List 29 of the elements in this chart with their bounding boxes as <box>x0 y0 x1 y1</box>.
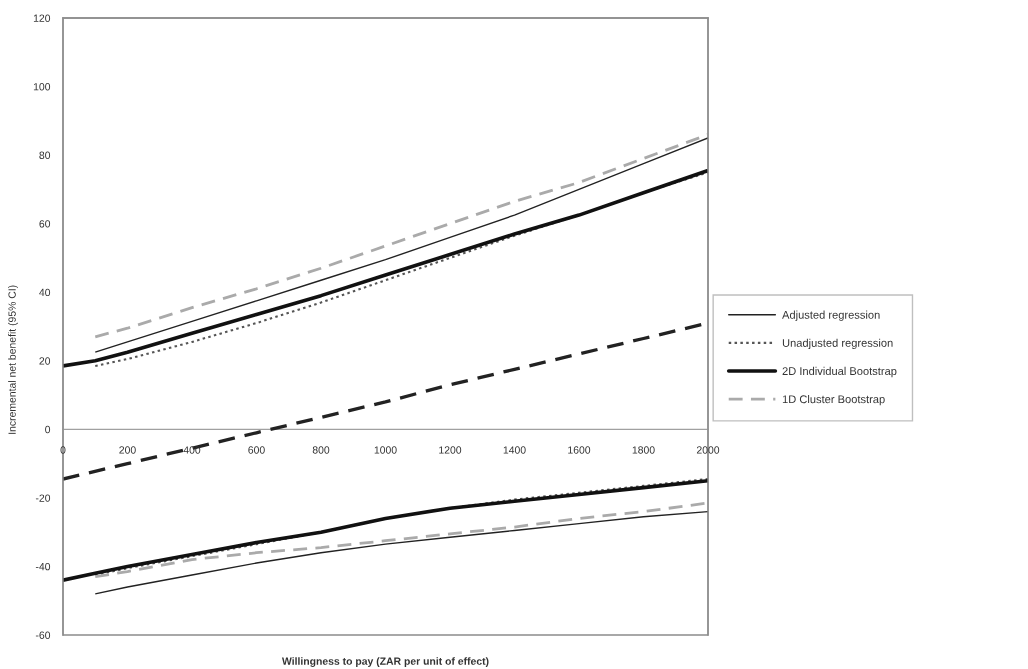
legend-label: 2D Individual Bootstrap <box>782 366 897 378</box>
x-tick-label: 800 <box>312 446 330 454</box>
x-tick-label: 1600 <box>568 446 591 454</box>
x-tick-label: 1000 <box>374 446 397 454</box>
x-tick-label: 200 <box>119 446 136 454</box>
y-tick-label: 0 <box>45 425 51 434</box>
legend-label: Unadjusted regression <box>782 338 893 350</box>
y-tick-label: -20 <box>35 494 51 502</box>
x-tick-label: 600 <box>248 446 265 454</box>
x-axis-title: Willingness to pay (ZAR per unit of effect) <box>281 657 489 667</box>
x-tick-label: 1800 <box>632 446 655 454</box>
line-series <box>94 510 708 595</box>
y-axis-title: Incremental net benefit (95% CI) <box>8 285 18 434</box>
y-tick-label: 80 <box>39 151 51 159</box>
y-tick-label: -40 <box>35 562 51 571</box>
x-tick-label: 1400 <box>503 446 526 454</box>
y-tick-label: 60 <box>39 220 51 228</box>
y-tick-label: 20 <box>39 357 51 365</box>
x-tick-label: 400 <box>183 446 201 454</box>
y-tick-label: -60 <box>35 631 51 639</box>
x-tick-label: 1200 <box>439 446 462 454</box>
line-series <box>93 501 708 579</box>
legend-label: Adjusted regression <box>782 310 880 321</box>
y-tick-label: 120 <box>33 14 51 22</box>
x-tick-label: 2000 <box>696 446 720 454</box>
y-tick-label: 40 <box>39 288 51 297</box>
legend-label: 1D Cluster Bootstrap <box>782 394 885 406</box>
y-tick-label: 100 <box>33 83 51 91</box>
x-tick-label: 0 <box>60 446 66 454</box>
